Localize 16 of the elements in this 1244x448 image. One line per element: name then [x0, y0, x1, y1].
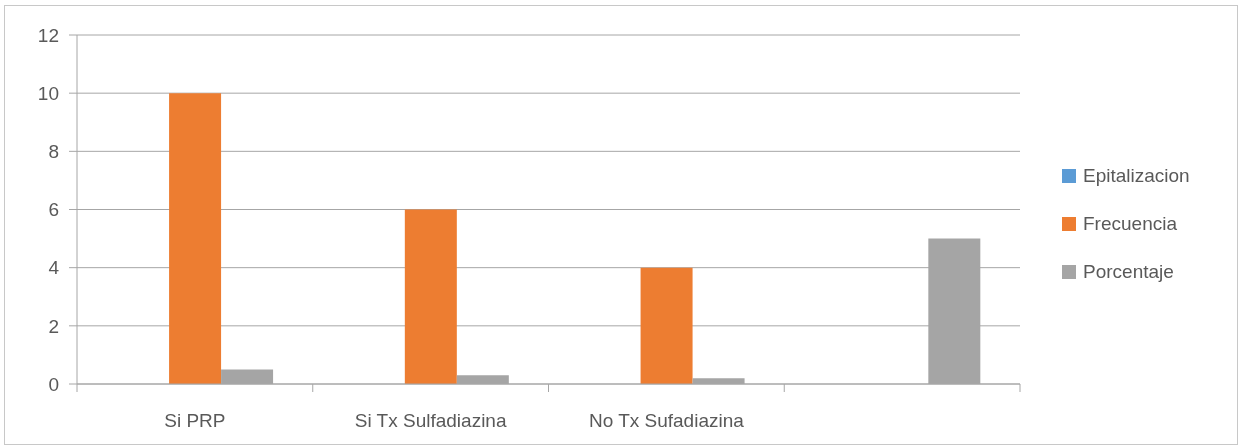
bar: [404, 209, 457, 384]
y-tick-label: 4: [48, 257, 60, 279]
legend-label: Porcentaje: [1083, 261, 1174, 283]
y-tick-label: 8: [48, 141, 59, 163]
x-tick-label: Si PRP: [164, 409, 226, 431]
x-tick-label: Si Tx Sulfadiazina: [354, 409, 507, 431]
bar: [640, 267, 693, 384]
legend-label: Frecuencia: [1083, 213, 1177, 235]
legend-label: Epitalizacion: [1083, 165, 1190, 187]
y-tick-label: 0: [48, 373, 59, 395]
y-tick-label: 12: [37, 24, 59, 46]
bar: [169, 93, 222, 384]
y-tick-label: 10: [37, 82, 59, 104]
y-tick-label: 6: [48, 199, 59, 221]
x-tick-label: No Tx Sufadiazina: [588, 409, 745, 431]
y-tick-label: 2: [48, 315, 59, 337]
